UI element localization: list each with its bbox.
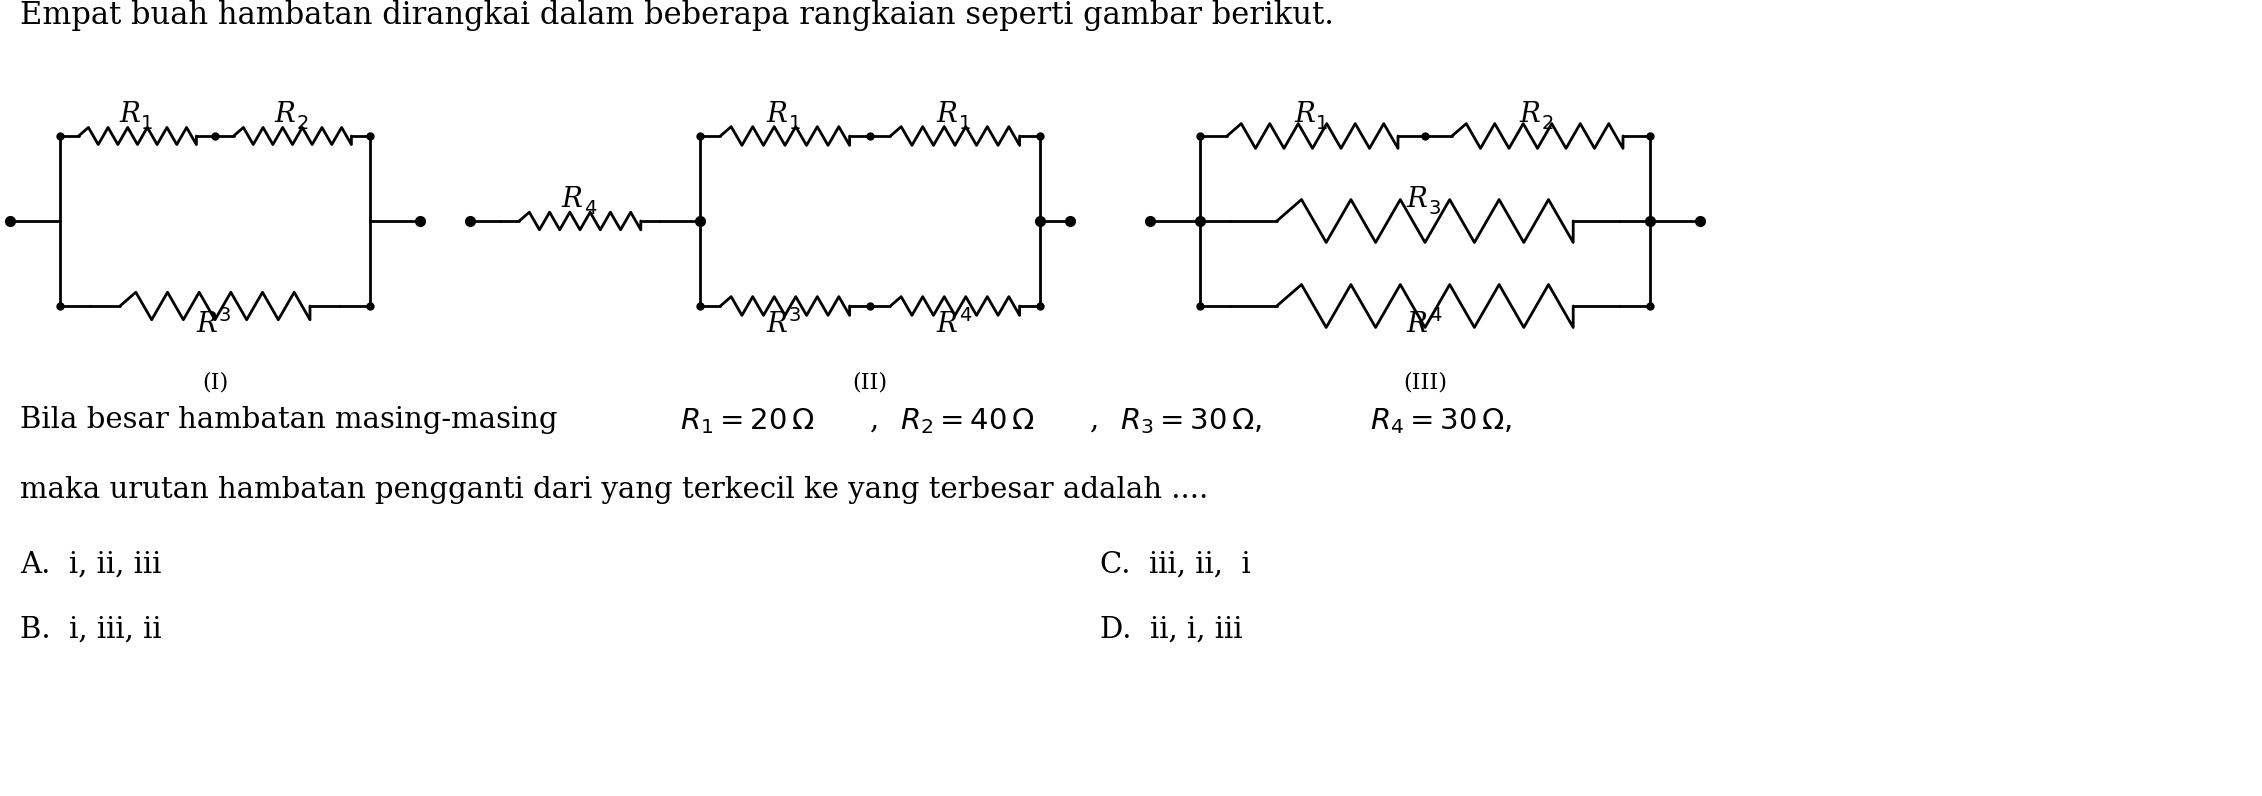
- Text: 3: 3: [789, 306, 801, 325]
- Text: 2: 2: [1540, 114, 1554, 133]
- Text: $R_2 = 40\,\Omega$: $R_2 = 40\,\Omega$: [900, 406, 1034, 435]
- Text: R: R: [561, 186, 581, 213]
- Text: ,: ,: [871, 406, 880, 434]
- Text: 3: 3: [219, 306, 231, 325]
- Text: R: R: [1407, 186, 1427, 213]
- Text: R: R: [936, 101, 957, 128]
- Text: Bila besar hambatan masing-masing: Bila besar hambatan masing-masing: [20, 406, 568, 434]
- Text: 1: 1: [140, 114, 154, 133]
- Text: R: R: [1294, 101, 1314, 128]
- Text: (III): (III): [1402, 371, 1448, 393]
- Text: R: R: [197, 311, 217, 338]
- Text: $R_3 = 30\,\Omega$,: $R_3 = 30\,\Omega$,: [1120, 406, 1262, 435]
- Text: R: R: [767, 101, 787, 128]
- Text: 4: 4: [1430, 306, 1441, 325]
- Text: 1: 1: [789, 114, 801, 133]
- Text: R: R: [1520, 101, 1540, 128]
- Text: 4: 4: [584, 199, 597, 218]
- Text: R: R: [767, 311, 787, 338]
- Text: R: R: [274, 101, 294, 128]
- Text: C.  iii, ii,  i: C. iii, ii, i: [1099, 551, 1251, 579]
- Text: B.  i, iii, ii: B. i, iii, ii: [20, 616, 161, 644]
- Text: A.  i, ii, iii: A. i, ii, iii: [20, 551, 161, 579]
- Text: (I): (I): [201, 371, 228, 393]
- Text: $R_4 = 30\,\Omega$,: $R_4 = 30\,\Omega$,: [1371, 406, 1513, 435]
- Text: R: R: [936, 311, 957, 338]
- Text: ,: ,: [1090, 406, 1099, 434]
- Text: $R_1 = 20\,\Omega$: $R_1 = 20\,\Omega$: [681, 406, 814, 435]
- Text: D.  ii, i, iii: D. ii, i, iii: [1099, 616, 1242, 644]
- Text: R: R: [120, 101, 140, 128]
- Text: 1: 1: [1316, 114, 1328, 133]
- Text: 4: 4: [959, 306, 970, 325]
- Text: (II): (II): [853, 371, 887, 393]
- Text: maka urutan hambatan pengganti dari yang terkecil ke yang terbesar adalah ....: maka urutan hambatan pengganti dari yang…: [20, 476, 1208, 504]
- Text: 2: 2: [296, 114, 308, 133]
- Text: R: R: [1407, 311, 1427, 338]
- Text: 1: 1: [959, 114, 970, 133]
- Text: 3: 3: [1430, 199, 1441, 218]
- Text: Empat buah hambatan dirangkai dalam beberapa rangkaian seperti gambar berikut.: Empat buah hambatan dirangkai dalam bebe…: [20, 0, 1335, 31]
